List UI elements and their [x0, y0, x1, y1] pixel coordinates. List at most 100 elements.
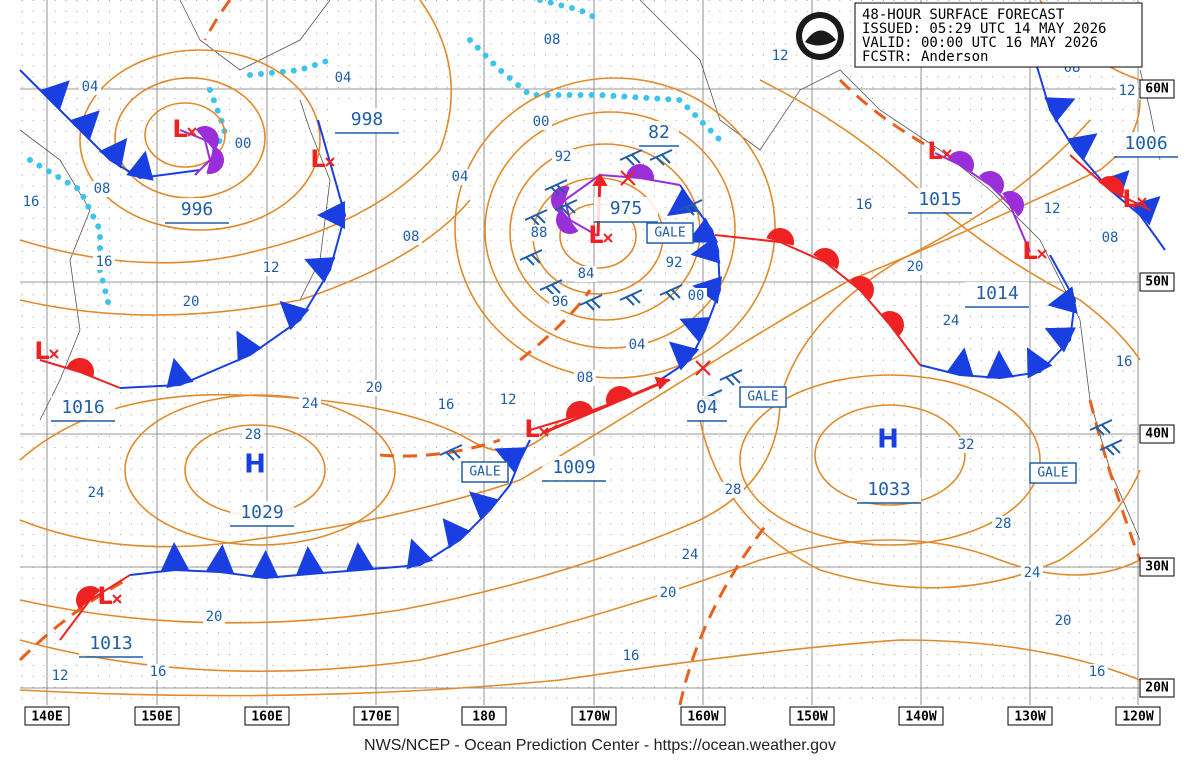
grid-dots: [20, 0, 1140, 705]
pressure-value: 1006: [1124, 133, 1167, 154]
latitude-label: 20N: [1145, 681, 1169, 696]
longitude-label: 120W: [1122, 710, 1153, 725]
low-x: [1137, 197, 1147, 207]
isobar-label: 04: [629, 337, 646, 353]
isobar-label: 12: [1119, 83, 1136, 99]
isobar: [19, 0, 453, 264]
isobar-label: 04: [452, 169, 469, 185]
pressure-value: 82: [648, 122, 670, 143]
latitude-box: [1139, 424, 1175, 444]
front: [1069, 154, 1151, 211]
isobar-label-bg: [497, 392, 519, 408]
isobar-label: 04: [82, 79, 99, 95]
isobar-label-bg: [49, 668, 71, 684]
longitude-label: 180: [472, 710, 496, 725]
pressure-value: 998: [351, 109, 384, 130]
low-x: [539, 427, 549, 437]
isobar-label-bg: [1021, 565, 1043, 581]
track-arrow-head: [592, 173, 608, 186]
pressure-underline-box: [165, 198, 229, 222]
track-arrow-head: [654, 376, 671, 390]
isobar-label: 00: [533, 114, 550, 130]
fronts: [18, 0, 1166, 706]
isobar-label-bg: [332, 70, 354, 86]
isobar-label-bg: [552, 149, 574, 165]
isobar-label: 28: [725, 482, 742, 498]
isobar-label-bg: [242, 427, 264, 443]
pressure-value: 1015: [918, 189, 961, 210]
pressure-value: 975: [610, 198, 643, 219]
low-symbol: L: [524, 415, 539, 443]
front: [934, 151, 1031, 253]
pressure-value: 04: [696, 397, 718, 418]
isobar-label: 28: [995, 516, 1012, 532]
isobar-label-bg: [232, 136, 254, 152]
isobar-label: 20: [206, 609, 223, 625]
isobar-label: 08: [544, 32, 561, 48]
pressure-underline-box: [908, 188, 972, 212]
isobar-label: 08: [1102, 230, 1119, 246]
low-symbol: L: [310, 145, 325, 173]
isobar-label: 08: [94, 181, 111, 197]
isobar-label: 32: [958, 437, 975, 453]
wind-barb: [524, 209, 548, 226]
isobar-label: 92: [555, 149, 572, 165]
isobar-label-bg: [530, 114, 552, 130]
isobar-label: 16: [1089, 664, 1106, 680]
isobar-label-bg: [93, 254, 115, 270]
low-symbol: L: [97, 582, 112, 610]
latitude-label: 40N: [1145, 427, 1169, 442]
isobar-label-bg: [679, 547, 701, 563]
isobar-label-bg: [79, 79, 101, 95]
pressure-underline-box: [335, 108, 399, 132]
longitude-label: 140W: [905, 710, 936, 725]
isobar: [814, 404, 966, 506]
low-symbol: L: [1022, 237, 1037, 265]
wind-barb: [619, 289, 643, 306]
wind-barb: [1099, 439, 1123, 456]
front: [119, 119, 347, 389]
gale-box: [461, 461, 509, 483]
low-symbol: L: [1122, 185, 1137, 213]
pressure-value: 1033: [867, 479, 910, 500]
latitude-box: [1139, 79, 1175, 99]
isobar-label: 24: [302, 396, 319, 412]
isobar-label-bg: [85, 485, 107, 501]
pressure-underline-box: [542, 456, 606, 480]
gale-box: [739, 386, 787, 408]
isobar-label: 16: [623, 648, 640, 664]
dashed-trough: [678, 519, 772, 706]
isobar-label: 08: [403, 229, 420, 245]
low-x: [325, 157, 335, 167]
isobar-label-bg: [574, 370, 596, 386]
front: [129, 484, 511, 580]
isobar-label-bg: [528, 225, 550, 241]
isobar-label: 20: [183, 294, 200, 310]
front: [39, 358, 121, 389]
longitude-box: [353, 706, 399, 726]
wind-barb: [554, 199, 578, 216]
isobar-label-bg: [940, 313, 962, 329]
isobar-label: 12: [772, 48, 789, 64]
isobar-label-bg: [147, 664, 169, 680]
isobar: [454, 77, 776, 379]
pressure-underline-box: [857, 478, 921, 502]
low-symbol: L: [172, 115, 187, 143]
isobar-label-bg: [91, 181, 113, 197]
longitude-label: 130W: [1014, 710, 1045, 725]
isobar-label: 16: [150, 664, 167, 680]
map-labels: 140E 150E 160E 170E 180 170W 160W 150W 140W 130W 1…: [20, 32, 1178, 726]
low-x: [942, 149, 952, 159]
longitude-box: [244, 706, 290, 726]
wind-barb: [544, 179, 568, 196]
isobar: [699, 419, 1141, 589]
pressure-underline-box: [51, 396, 115, 420]
isobar-label: 12: [500, 392, 517, 408]
front: [714, 228, 921, 366]
isobar-label: 88: [531, 225, 548, 241]
isobar-label: 84: [578, 266, 595, 282]
isobar-label-bg: [299, 396, 321, 412]
gale-label: GALE: [654, 226, 685, 241]
isobar-label-bg: [575, 266, 597, 282]
